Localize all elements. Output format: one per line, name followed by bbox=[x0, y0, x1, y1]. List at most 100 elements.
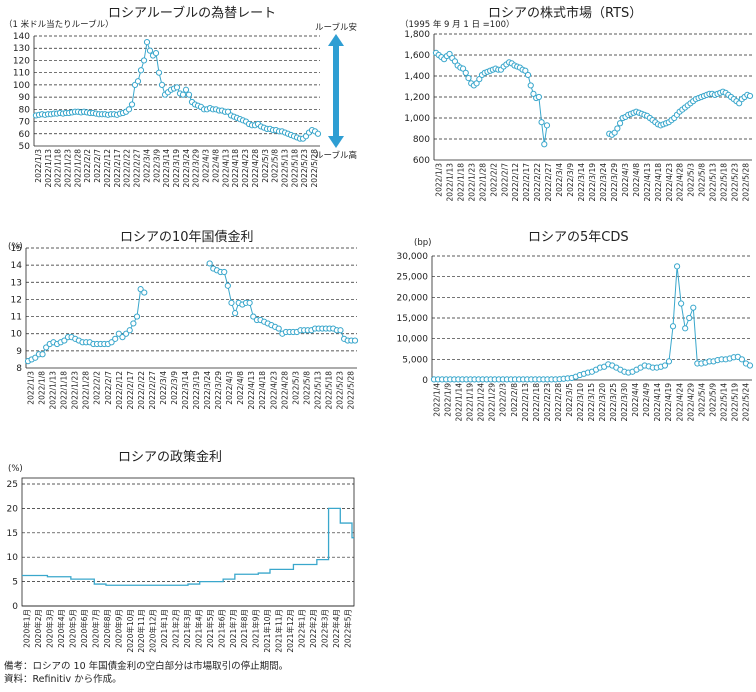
data-point bbox=[141, 289, 148, 296]
y-tick-label: 110 bbox=[13, 69, 30, 79]
y-tick-label: 1,800 bbox=[404, 30, 430, 40]
x-tick-label: 2022/2/17 bbox=[113, 149, 122, 188]
x-tick-label: 2022/3/4 bbox=[159, 371, 168, 405]
y-tick-label: 70 bbox=[19, 118, 31, 128]
data-point bbox=[538, 119, 545, 126]
x-tick-label: 2022/3/24 bbox=[203, 371, 212, 410]
x-tick-label: 2021年6月 bbox=[216, 609, 226, 648]
y-tick-label: 800 bbox=[413, 135, 430, 145]
x-tick-label: 2022/2/7 bbox=[104, 371, 113, 405]
x-tick-label: 2022/2/27 bbox=[133, 149, 142, 188]
y-tick-label: 0 bbox=[12, 602, 18, 612]
data-point bbox=[614, 125, 621, 132]
chart-panel-cds: ロシアの5年CDS (bp) 0 5,000 10,000 15,000 20,000 2… bbox=[378, 222, 756, 442]
x-tick-label: 2022/2/18 bbox=[532, 383, 541, 422]
data-point bbox=[115, 330, 122, 337]
x-tick-label: 2022/3/29 bbox=[192, 149, 201, 188]
x-tick-label: 2022/4/13 bbox=[247, 371, 256, 410]
x-tick-label: 2022/4/4 bbox=[631, 383, 640, 417]
data-point bbox=[32, 354, 39, 361]
unit-label: (bp) bbox=[414, 238, 432, 248]
chart-title: ロシアの株式市場（RTS） bbox=[488, 6, 643, 21]
x-tick-label: 2020年1月 bbox=[22, 609, 32, 648]
x-tick-label: 2020年9月 bbox=[113, 609, 123, 648]
data-point bbox=[465, 75, 472, 82]
x-tick-label: 2022/5/8 bbox=[271, 149, 280, 183]
data-point bbox=[182, 86, 190, 93]
x-tick-label: 2020年10月 bbox=[125, 609, 135, 653]
data-point bbox=[669, 323, 677, 330]
y-tick-label: 15,000 bbox=[397, 314, 429, 324]
x-tick-label: 2022/2/2 bbox=[489, 163, 498, 197]
x-tick-label: 2022年2月 bbox=[308, 609, 318, 648]
annotation-bottom: ルーブル高 bbox=[315, 150, 357, 161]
y-tick-label: 9 bbox=[16, 347, 22, 357]
y-tick-label: 100 bbox=[13, 81, 30, 91]
x-tick-label: 2022/2/13 bbox=[521, 383, 530, 422]
x-tick-label: 2022/5/14 bbox=[719, 383, 728, 422]
data-point bbox=[736, 100, 743, 107]
x-tick-label: 2022/3/9 bbox=[152, 149, 161, 183]
x-tick-label: 2022/4/8 bbox=[632, 163, 641, 197]
x-tick-label: 2022/3/14 bbox=[577, 163, 586, 202]
data-point bbox=[665, 358, 673, 365]
x-tick-label: 2021年10月 bbox=[262, 609, 272, 653]
x-tick-label: 2022/3/29 bbox=[214, 371, 223, 410]
x-tick-label: 2022/4/9 bbox=[642, 383, 651, 417]
data-point bbox=[611, 129, 618, 136]
x-tick-label: 2022/1/18 bbox=[54, 149, 63, 188]
x-tick-label: 2022/5/13 bbox=[313, 371, 322, 410]
data-point bbox=[524, 71, 532, 79]
data-point bbox=[39, 351, 46, 358]
x-tick-label: 2022/4/23 bbox=[269, 371, 278, 410]
x-tick-label: 2022/4/18 bbox=[258, 371, 267, 410]
data-point bbox=[232, 310, 239, 317]
data-point bbox=[351, 337, 359, 344]
data-point bbox=[543, 122, 551, 129]
footnote-remark: 備考：ロシアの 10 年国債金利の空白部分は市場取引の停止期間。 bbox=[4, 661, 289, 672]
chart-title: ロシアルーブルの為替レート bbox=[108, 6, 277, 21]
data-point bbox=[179, 91, 187, 98]
chart-panel-ruble: ロシアルーブルの為替レート （1 米ドル当たりルーブル） 50 60 70 80 90 1… bbox=[0, 0, 372, 205]
x-tick-label: 2022/4/13 bbox=[643, 163, 652, 202]
x-tick-label: 2022/4/3 bbox=[621, 163, 630, 197]
unit-label: (%) bbox=[8, 242, 23, 252]
data-point bbox=[746, 92, 754, 100]
x-tick-label: 2021年4月 bbox=[193, 609, 203, 648]
chart-title: ロシアの政策金利 bbox=[118, 450, 223, 465]
data-point bbox=[143, 39, 151, 46]
data-point bbox=[250, 313, 257, 320]
data-point bbox=[661, 362, 669, 369]
x-tick-label: 2022/5/23 bbox=[335, 371, 344, 410]
data-point bbox=[43, 344, 50, 351]
data-point bbox=[119, 334, 126, 341]
x-tick-label: 2022/1/14 bbox=[455, 383, 464, 422]
x-tick-label: 2020年4月 bbox=[56, 609, 66, 648]
chart-panel-policy-rate: ロシアの政策金利 (%) 0 5 10 15 20 25 2020年1月 2020年2月 202… bbox=[0, 446, 372, 656]
x-tick-label: 2022/2/2 bbox=[83, 149, 92, 183]
x-tick-label: 2020年5月 bbox=[68, 609, 78, 648]
x-tick-label: 2021年9月 bbox=[251, 609, 261, 648]
footnotes: 備考：ロシアの 10 年国債金利の空白部分は市場取引の停止期間。 資料：Refi… bbox=[4, 660, 288, 686]
x-tick-label: 2022/2/2 bbox=[93, 371, 102, 405]
x-tick-label: 2022/1/23 bbox=[467, 163, 476, 202]
x-tick-label: 2022/4/28 bbox=[251, 149, 260, 188]
data-point bbox=[462, 69, 469, 76]
x-tick-label: 2022/1/4 bbox=[433, 383, 442, 417]
data-point bbox=[61, 337, 68, 344]
x-tick-label: 2022/5/23 bbox=[731, 163, 740, 202]
x-tick-label: 2022/3/4 bbox=[142, 149, 151, 183]
y-tick-label: 5 bbox=[12, 578, 18, 588]
x-tick-label: 2022/1/9 bbox=[444, 383, 453, 417]
data-point bbox=[476, 76, 483, 83]
x-tick-label: 2022/1/3 bbox=[27, 371, 36, 405]
data-point bbox=[134, 78, 142, 85]
x-tick-label: 2022/4/3 bbox=[225, 371, 234, 405]
data-point bbox=[275, 325, 282, 332]
x-tick-label: 2022/4/18 bbox=[654, 163, 663, 202]
x-tick-label: 2022/1/3 bbox=[434, 163, 443, 197]
x-tick-label: 2022/4/13 bbox=[221, 149, 230, 188]
x-tick-label: 2022/4/23 bbox=[665, 163, 674, 202]
y-tick-label: 1,600 bbox=[404, 51, 430, 61]
